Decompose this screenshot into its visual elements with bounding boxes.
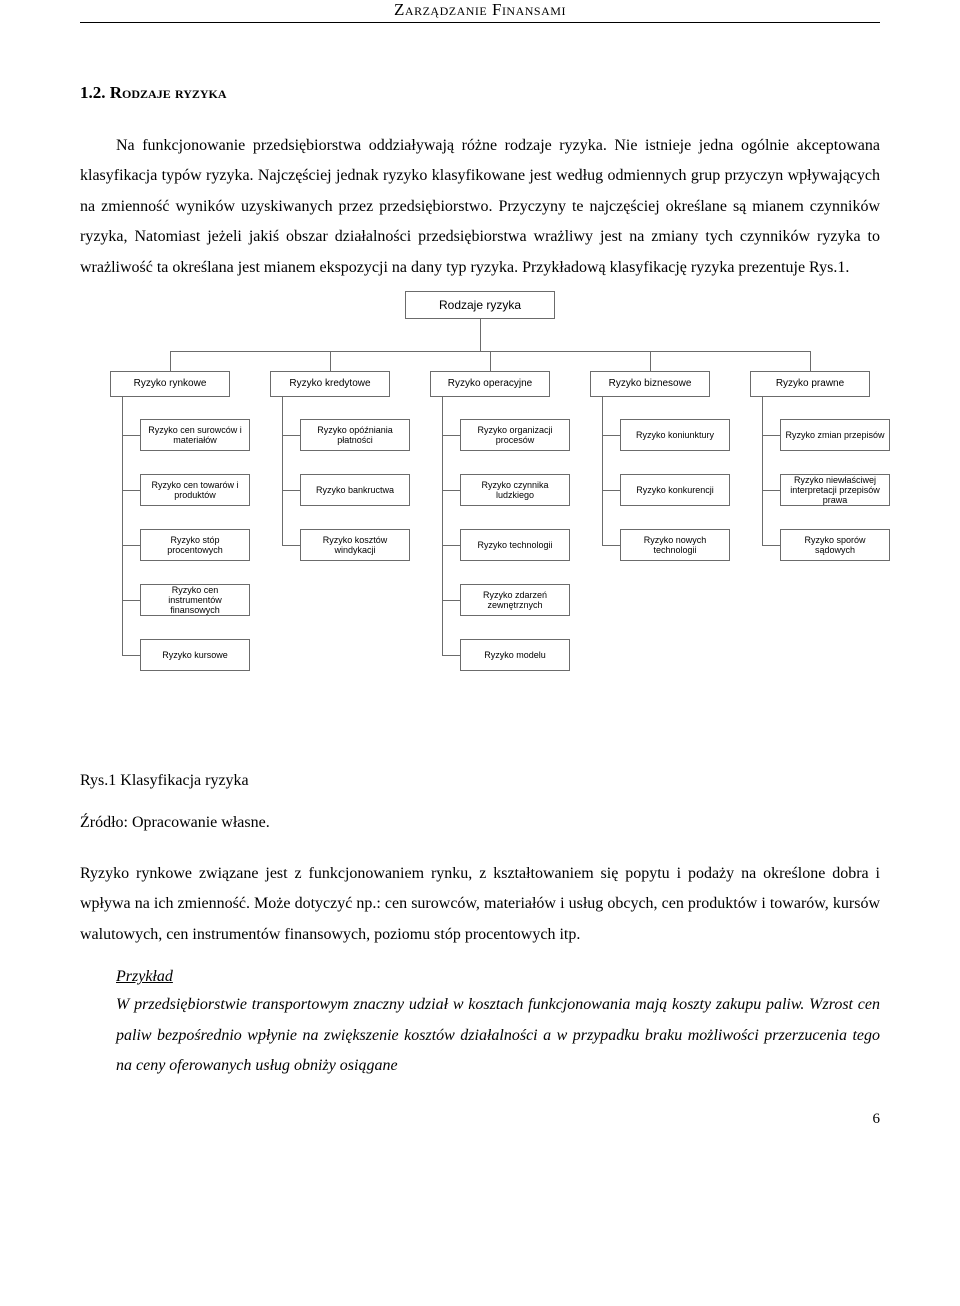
diagram-category: Ryzyko prawne (750, 371, 870, 397)
connector-line (762, 397, 763, 545)
connector-line (282, 545, 300, 546)
example-label: Przykład (116, 968, 880, 986)
diagram-subitem: Ryzyko organizacji procesów (460, 419, 570, 451)
connector-line (170, 351, 171, 371)
diagram-subitem: Ryzyko zdarzeń zewnętrznych (460, 584, 570, 616)
diagram-subitem: Ryzyko cen instrumentów finansowych (140, 584, 250, 616)
connector-line (480, 319, 481, 351)
connector-line (810, 351, 811, 371)
diagram-subitem: Ryzyko cen surowców i materiałów (140, 419, 250, 451)
example-text: W przedsiębiorstwie transportowym znaczn… (116, 990, 880, 1081)
page-header: Zarządzanie Finansami (80, 0, 880, 23)
diagram-subitem: Ryzyko niewłaściwej interpretacji przepi… (780, 474, 890, 506)
risk-diagram: Rodzaje ryzyka Ryzyko rynkowe Ryzyko cen s… (80, 291, 880, 751)
diagram-subitem: Ryzyko zmian przepisów (780, 419, 890, 451)
connector-line (602, 490, 620, 491)
diagram-category: Ryzyko kredytowe (270, 371, 390, 397)
connector-line (442, 490, 460, 491)
page-number: 6 (80, 1111, 880, 1128)
paragraph-2: Ryzyko rynkowe związane jest z funkcjono… (80, 859, 880, 950)
diagram-subitem: Ryzyko czynnika ludzkiego (460, 474, 570, 506)
diagram-subitem: Ryzyko modelu (460, 639, 570, 671)
connector-line (122, 490, 140, 491)
connector-line (602, 435, 620, 436)
connector-line (762, 435, 780, 436)
figure-caption-1: Rys.1 Klasyfikacja ryzyka (80, 769, 880, 793)
connector-line (442, 545, 460, 546)
connector-line (122, 655, 140, 656)
connector-line (762, 545, 780, 546)
connector-line (282, 397, 283, 545)
diagram-root: Rodzaje ryzyka (405, 291, 555, 319)
diagram-subitem: Ryzyko koniunktury (620, 419, 730, 451)
diagram-category: Ryzyko biznesowe (590, 371, 710, 397)
connector-line (762, 490, 780, 491)
diagram-subitem: Ryzyko bankructwa (300, 474, 410, 506)
connector-line (602, 545, 620, 546)
diagram-subitem: Ryzyko konkurencji (620, 474, 730, 506)
diagram-subitem: Ryzyko sporów sądowych (780, 529, 890, 561)
connector-line (490, 351, 491, 371)
connector-line (330, 351, 331, 371)
connector-line (442, 435, 460, 436)
diagram-subitem: Ryzyko technologii (460, 529, 570, 561)
connector-line (442, 600, 460, 601)
connector-line (650, 351, 651, 371)
connector-line (122, 435, 140, 436)
diagram-subitem: Ryzyko nowych technologii (620, 529, 730, 561)
diagram-category: Ryzyko rynkowe (110, 371, 230, 397)
diagram-subitem: Ryzyko stóp procentowych (140, 529, 250, 561)
diagram-subitem: Ryzyko kursowe (140, 639, 250, 671)
diagram-subitem: Ryzyko opóźniania płatności (300, 419, 410, 451)
connector-line (442, 655, 460, 656)
connector-line (602, 397, 603, 545)
diagram-subitem: Ryzyko cen towarów i produktów (140, 474, 250, 506)
figure-caption-2: Źródło: Opracowanie własne. (80, 811, 880, 835)
paragraph-1: Na funkcjonowanie przedsiębiorstwa oddzi… (80, 131, 880, 283)
connector-line (122, 545, 140, 546)
connector-line (282, 435, 300, 436)
diagram-category: Ryzyko operacyjne (430, 371, 550, 397)
section-heading: 1.2. Rodzaje ryzyka (80, 83, 880, 103)
diagram-subitem: Ryzyko kosztów windykacji (300, 529, 410, 561)
connector-line (282, 490, 300, 491)
connector-line (122, 600, 140, 601)
